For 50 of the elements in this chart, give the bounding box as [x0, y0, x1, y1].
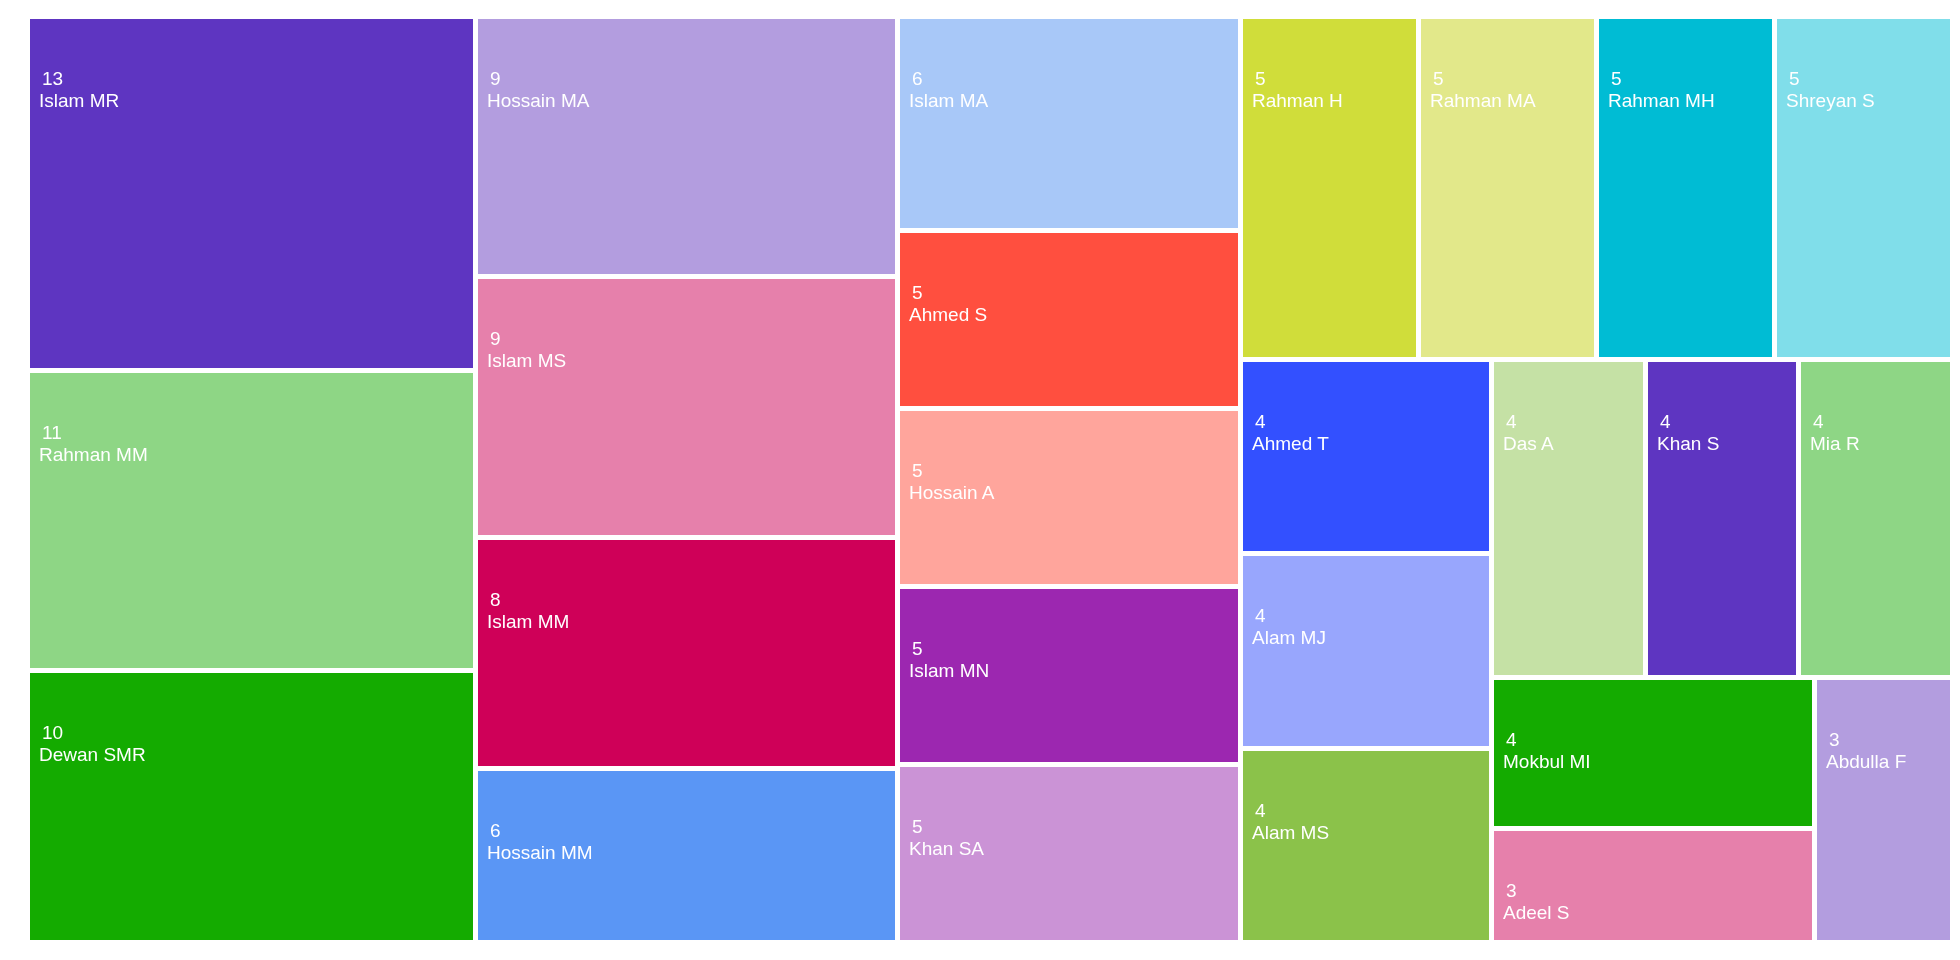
data-label: 5 — [1611, 68, 1622, 89]
data-label: 5 — [912, 460, 923, 481]
data-label: 4 — [1506, 411, 1517, 432]
category-label: Dewan SMR — [39, 744, 146, 765]
data-label: 3 — [1506, 880, 1517, 901]
category-label: Ahmed T — [1252, 433, 1330, 454]
category-label: Hossain MM — [487, 842, 593, 863]
data-label: 5 — [912, 638, 923, 659]
category-label: Rahman H — [1252, 90, 1343, 111]
category-label: Shreyan S — [1786, 90, 1875, 111]
category-label: Adeel S — [1503, 902, 1570, 923]
category-label: Ahmed S — [909, 304, 988, 325]
category-label: Islam MR — [39, 90, 120, 111]
data-label: 13 — [42, 68, 64, 89]
data-label: 5 — [912, 816, 923, 837]
data-label: 4 — [1255, 605, 1266, 626]
category-label: Hossain A — [909, 482, 995, 503]
data-label: 4 — [1506, 729, 1517, 750]
category-label: Rahman MM — [39, 444, 148, 465]
data-label: 5 — [1255, 68, 1266, 89]
data-label: 5 — [1433, 68, 1444, 89]
data-label: 4 — [1255, 800, 1266, 821]
category-label: Islam MS — [487, 350, 567, 371]
category-label: Khan SA — [909, 838, 985, 859]
category-label: Rahman MA — [1430, 90, 1536, 111]
data-label: 8 — [490, 589, 501, 610]
category-label: Rahman MH — [1608, 90, 1715, 111]
data-label: 4 — [1255, 411, 1266, 432]
category-label: Abdulla F — [1826, 751, 1907, 772]
data-label: 4 — [1660, 411, 1671, 432]
category-label: Alam MJ — [1252, 627, 1326, 648]
category-label: Das A — [1503, 433, 1555, 454]
category-label: Khan S — [1657, 433, 1720, 454]
category-label: Hossain MA — [487, 90, 590, 111]
data-label: 5 — [912, 282, 923, 303]
category-label: Mokbul MI — [1503, 751, 1591, 772]
data-label: 9 — [490, 68, 501, 89]
category-label: Islam MA — [909, 90, 989, 111]
data-label: 11 — [42, 422, 62, 443]
data-label: 10 — [42, 722, 64, 743]
category-label: Islam MM — [487, 611, 570, 632]
data-label: 3 — [1829, 729, 1840, 750]
category-label: Alam MS — [1252, 822, 1330, 843]
category-label: Mia R — [1810, 433, 1860, 454]
data-label: 6 — [490, 820, 501, 841]
data-label: 9 — [490, 328, 501, 349]
data-label: 5 — [1789, 68, 1800, 89]
category-label: Islam MN — [909, 660, 990, 681]
data-label: 6 — [912, 68, 923, 89]
data-label: 4 — [1813, 411, 1824, 432]
